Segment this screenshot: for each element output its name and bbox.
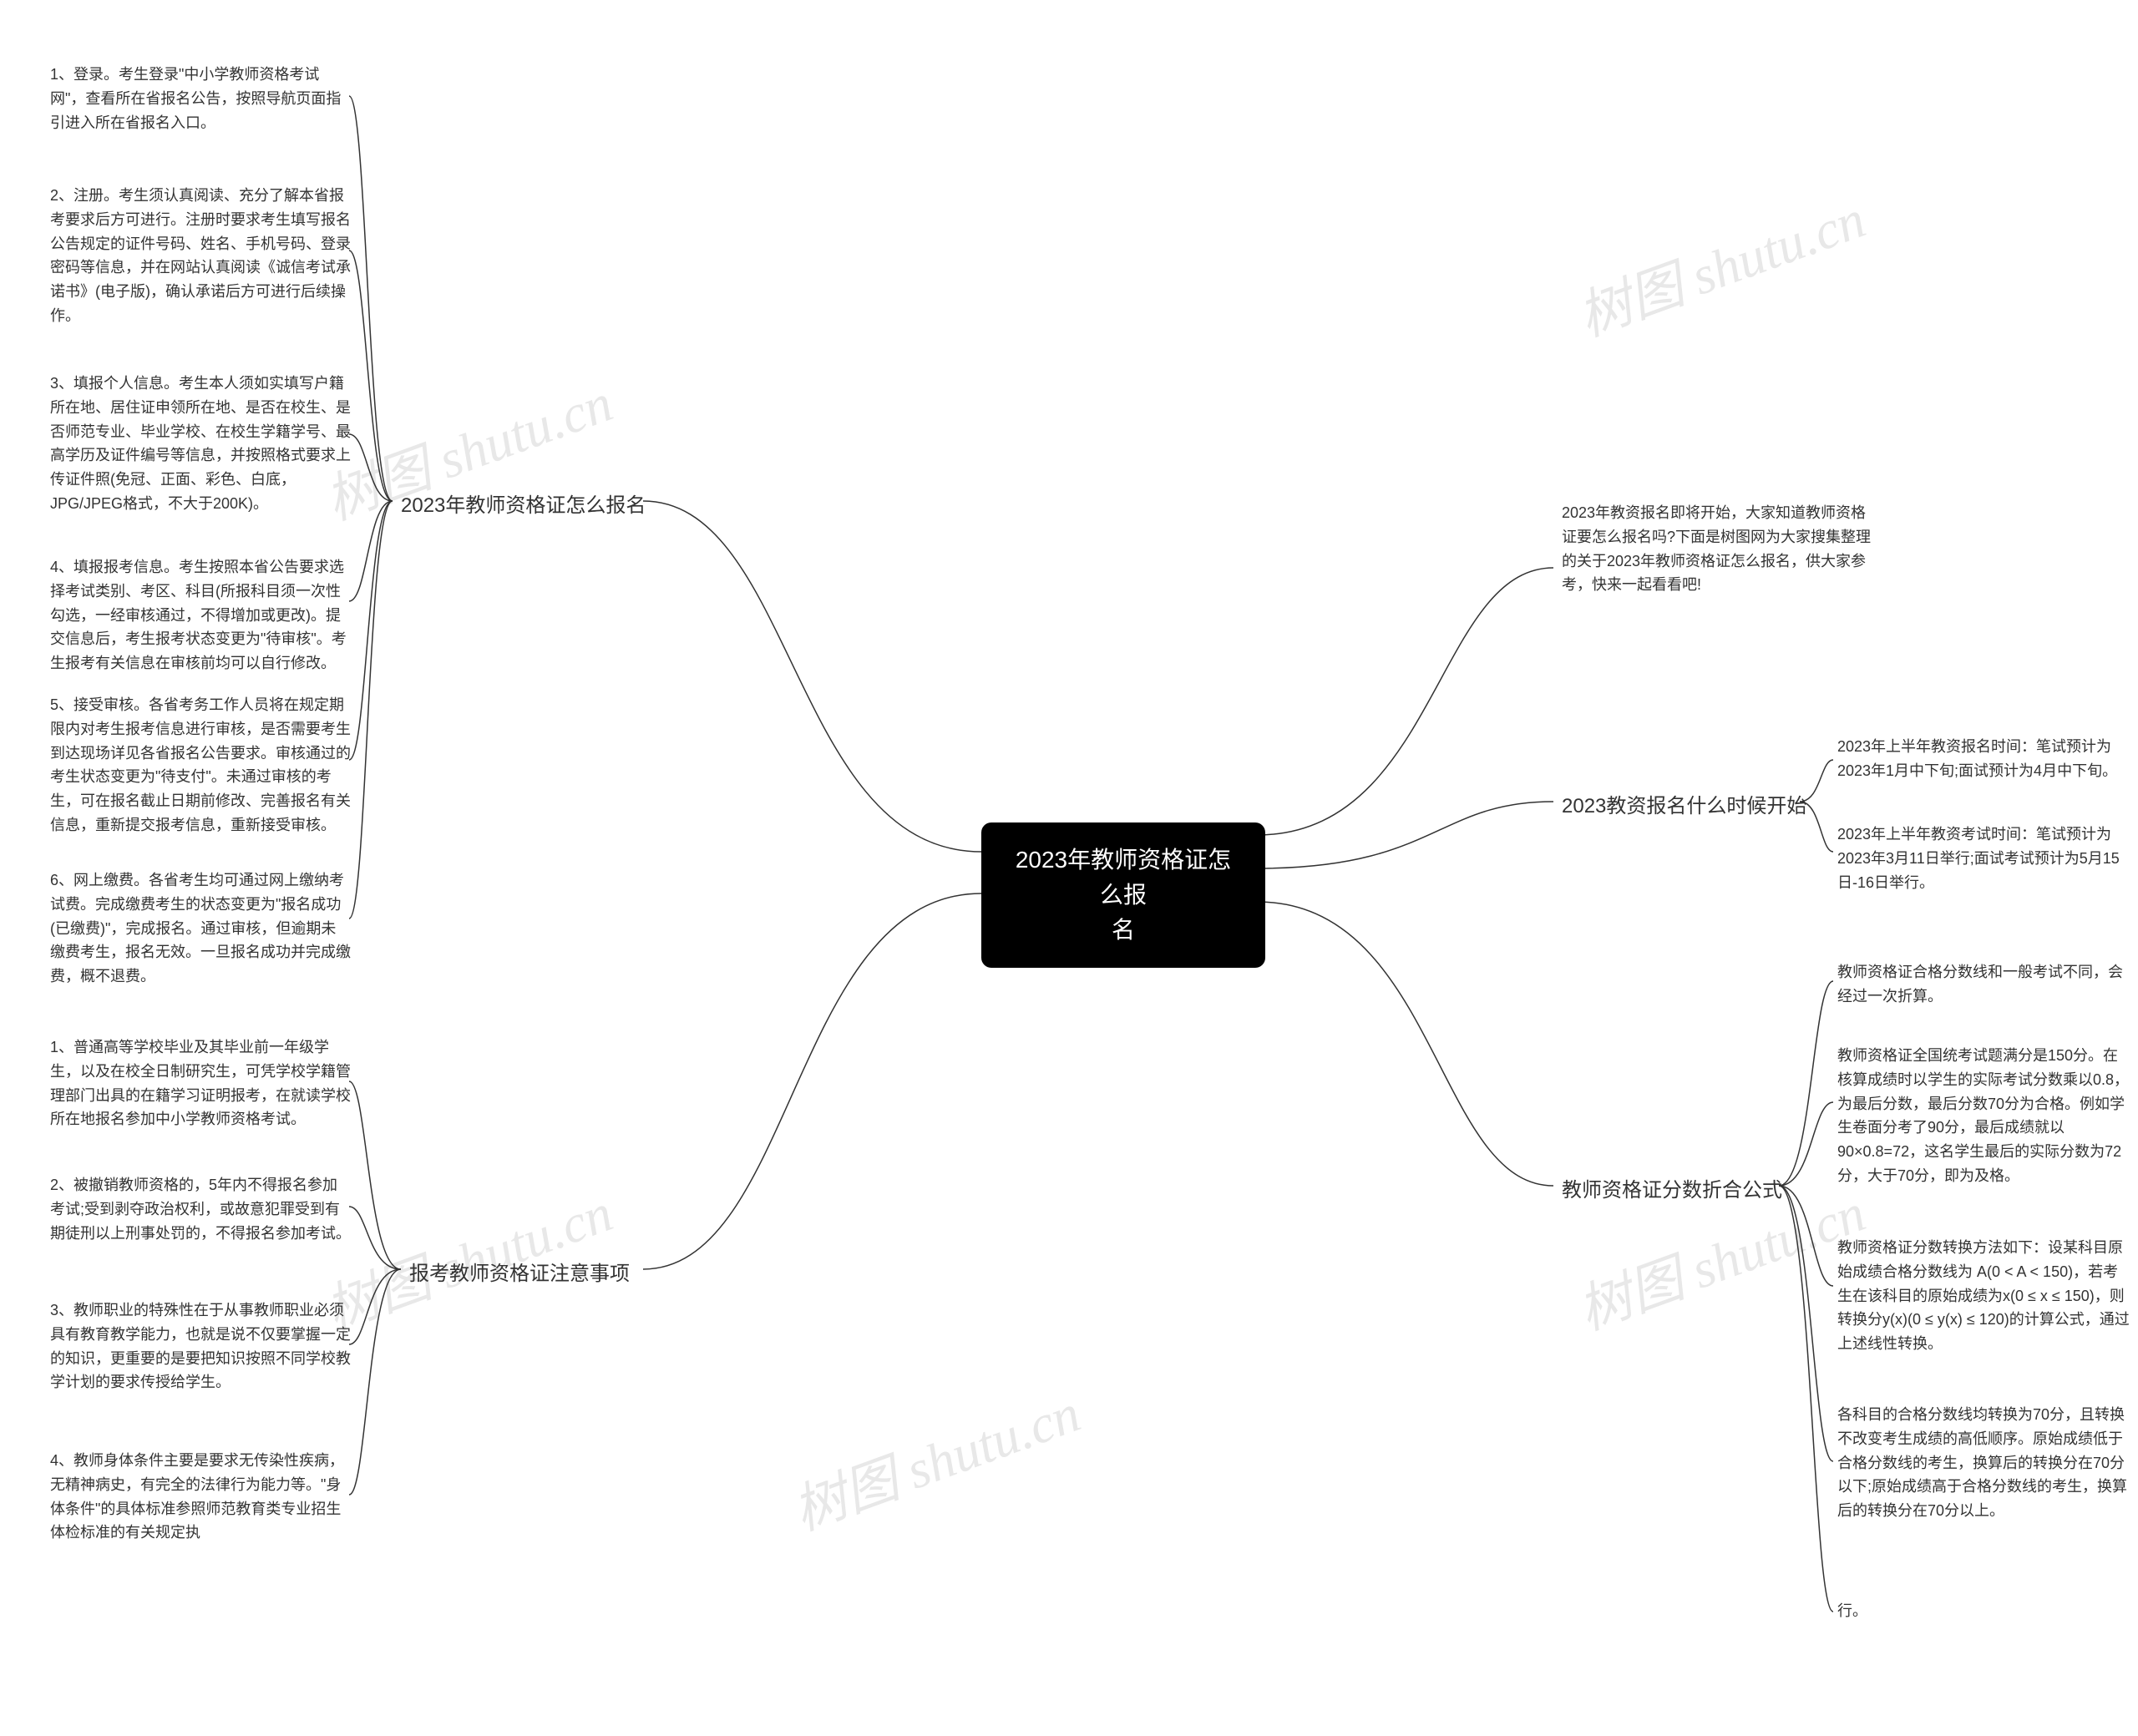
leaf-how-to-2: 2、注册。考生须认真阅读、充分了解本省报考要求后方可进行。注册时要求考生填写报名… — [50, 184, 351, 328]
leaf-when-2: 2023年上半年教资考试时间：笔试预计为2023年3月11日举行;面试考试预计为… — [1837, 822, 2130, 894]
watermark: 树图 shutu.cn — [781, 1370, 1089, 1545]
leaf-how-to-4: 4、填报报考信息。考生按照本省公告要求选择考试类别、考区、科目(所报科目须一次性… — [50, 555, 351, 676]
leaf-formula-1: 教师资格证合格分数线和一般考试不同，会经过一次折算。 — [1837, 960, 2130, 1009]
leaf-how-to-3: 3、填报个人信息。考生本人须如实填写户籍所在地、居住证申领所在地、是否在校生、是… — [50, 372, 351, 516]
leaf-how-to-5: 5、接受审核。各省考务工作人员将在规定期限内对考生报考信息进行审核，是否需要考生… — [50, 693, 351, 838]
leaf-formula-2: 教师资格证全国统考试题满分是150分。在核算成绩时以学生的实际考试分数乘以0.8… — [1837, 1044, 2130, 1188]
branch-how-to: 2023年教师资格证怎么报名 — [401, 488, 646, 518]
center-title-l2: 名 — [1112, 917, 1135, 943]
leaf-formula-3: 教师资格证分数转换方法如下：设某科目原始成绩合格分数线为 A(0 < A < 1… — [1837, 1236, 2130, 1356]
leaf-notes-2: 2、被撤销教师资格的，5年内不得报名参加考试;受到剥夺政治权利，或故意犯罪受到有… — [50, 1173, 351, 1245]
leaf-how-to-1: 1、登录。考生登录"中小学教师资格考试网"，查看所在省报名公告，按照导航页面指引… — [50, 63, 351, 134]
center-title-l1: 2023年教师资格证怎么报 — [1016, 847, 1231, 908]
leaf-notes-4: 4、教师身体条件主要是要求无传染性疾病，无精神病史，有完全的法律行为能力等。"身… — [50, 1449, 351, 1545]
leaf-when-1: 2023年上半年教资报名时间：笔试预计为2023年1月中下旬;面试预计为4月中下… — [1837, 735, 2130, 783]
leaf-intro: 2023年教资报名即将开始，大家知道教师资格证要怎么报名吗?下面是树图网为大家搜… — [1562, 501, 1879, 597]
leaf-formula-5: 行。 — [1837, 1599, 1867, 1623]
branch-formula: 教师资格证分数折合公式 — [1562, 1173, 1782, 1202]
branch-notes: 报考教师资格证注意事项 — [409, 1257, 630, 1286]
leaf-formula-4: 各科目的合格分数线均转换为70分，且转换不改变考生成绩的高低顺序。原始成绩低于合… — [1837, 1403, 2130, 1523]
watermark: 树图 shutu.cn — [1566, 176, 1874, 351]
branch-when: 2023教资报名什么时候开始 — [1562, 789, 1806, 818]
leaf-notes-3: 3、教师职业的特殊性在于从事教师职业必须具有教育教学能力，也就是说不仅要掌握一定… — [50, 1298, 351, 1394]
leaf-notes-1: 1、普通高等学校毕业及其毕业前一年级学生，以及在校全日制研究生，可凭学校学籍管理… — [50, 1035, 351, 1131]
leaf-how-to-6: 6、网上缴费。各省考生均可通过网上缴纳考试费。完成缴费考生的状态变更为"报名成功… — [50, 868, 351, 989]
center-node: 2023年教师资格证怎么报 名 — [981, 822, 1265, 968]
